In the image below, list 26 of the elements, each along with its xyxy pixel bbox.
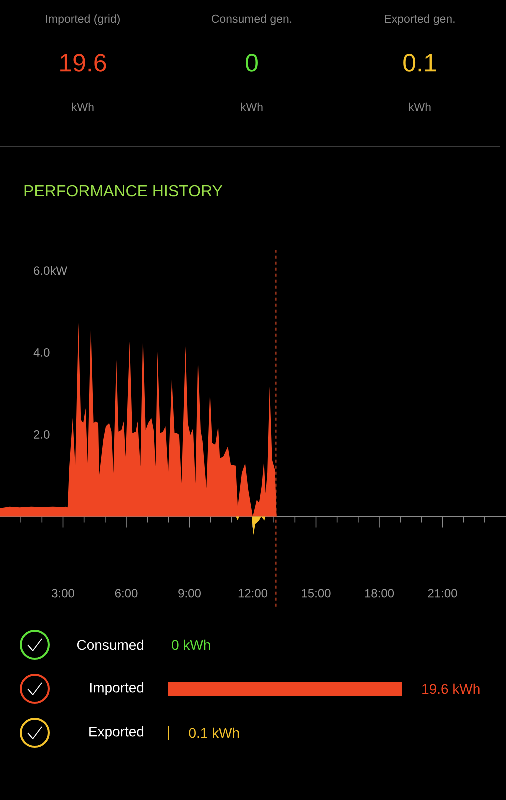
text: 19.6 [60,54,106,72]
y-tick-label: Consumed [77,640,144,650]
x-tick-label: 15:00 [302,589,331,598]
x-tick-label: 9:00 [178,589,201,598]
x-tick-label: 12:00 [238,589,268,598]
text: 0.1 [404,54,436,72]
text: kWh [241,102,263,112]
text: kWh [72,102,94,112]
x-tick-label: 21:00 [428,589,458,598]
data-label: 19.6 kWh [422,684,480,694]
y-tick-label: 6.0kW [34,266,68,276]
text: Exported gen. [385,14,455,26]
data-label: 0 kWh [172,640,210,650]
text: Consumed gen. [212,14,292,26]
y-tick-label: Exported [90,726,144,740]
text: Imported (grid) [46,14,120,26]
x-tick-label: 3:00 [52,589,74,598]
y-tick-label: Imported [90,682,144,696]
x-tick-label: 6:00 [115,589,138,598]
x-tick-label: 18:00 [365,589,394,598]
text: 0 [246,54,258,72]
y-tick-label: 4.0 [34,348,50,357]
chart-title: PERFORMANCE HISTORY [24,185,223,197]
text: kWh [409,102,431,112]
data-label: 0.1 kWh [189,728,240,738]
y-tick-label: 2.0 [34,430,50,439]
